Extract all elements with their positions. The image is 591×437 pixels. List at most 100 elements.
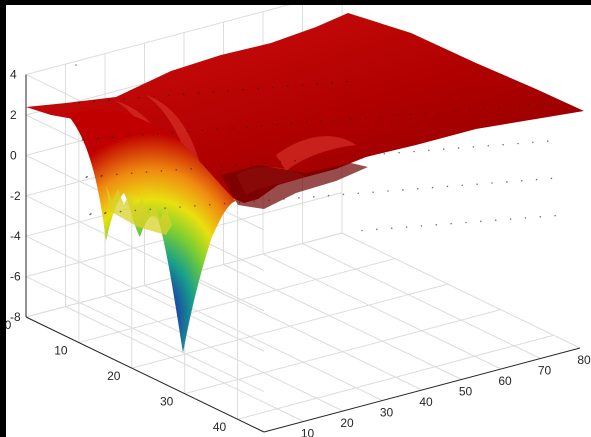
surface-sample-point: [194, 205, 196, 207]
surface-sample-point: [398, 151, 400, 154]
grid-line: [302, 243, 541, 359]
surface-sample-point: [543, 103, 545, 105]
surface-sample-point: [160, 170, 163, 172]
surface-sample-point: [216, 128, 218, 130]
surface-sample-point: [428, 149, 430, 152]
surface-sample-point: [498, 106, 501, 109]
surface-sample-point: [491, 182, 493, 184]
surface-sample-point: [435, 223, 438, 226]
surface-sample-point: [89, 213, 91, 216]
y-tick-label: 0: [6, 318, 12, 332]
surface-sample-point: [164, 207, 166, 209]
surface-sample-point: [357, 192, 360, 195]
surface-sample-point: [461, 184, 464, 187]
y-tick-label: 10: [54, 344, 68, 358]
surface-sample-point: [394, 114, 397, 117]
z-tick-label: -4: [10, 229, 21, 243]
surface-sample-point: [171, 131, 174, 134]
surface-sample-point: [227, 89, 230, 92]
surface-sample-point: [465, 221, 467, 224]
x-tick-label: 70: [538, 364, 552, 378]
surface-sample-point: [372, 191, 374, 193]
surface-sample-point: [279, 160, 282, 163]
surface-sample-point: [506, 181, 508, 183]
surface-sample-point: [468, 108, 471, 111]
surface-sample-point: [130, 172, 133, 175]
axes: [25, 74, 581, 433]
surface-sample-point: [535, 178, 538, 181]
surface-depression: [66, 109, 236, 353]
surface-sample-point: [145, 171, 148, 173]
surface-sample-point: [502, 143, 504, 146]
surface-sample-point: [182, 93, 185, 96]
surface-ridge: [276, 136, 356, 171]
grid-line: [223, 264, 462, 380]
grid-line: [25, 235, 265, 352]
surface-sample-point: [342, 193, 345, 196]
surface-sample-point: [223, 202, 226, 205]
grid-line: [78, 258, 396, 344]
surface-sample-point: [156, 132, 159, 135]
surface-sample-point: [457, 147, 460, 149]
surface-sample-point: [509, 218, 512, 220]
surface-sample-point: [275, 123, 278, 126]
surface-sample-point: [138, 96, 140, 99]
y-axis-line: [25, 316, 265, 433]
surface-sample-point: [305, 121, 308, 124]
surface-sample-point: [383, 152, 386, 155]
surface-sample-point: [119, 210, 122, 213]
surface-sample-point: [539, 215, 542, 218]
x-tick-label: 30: [380, 406, 394, 420]
surface-sample-point: [368, 154, 371, 156]
surface-sample-point: [153, 95, 155, 98]
surface-sample-point: [439, 111, 441, 113]
surface-sample-point: [272, 86, 274, 89]
surface-sample-point: [405, 226, 408, 228]
surface-sample-point: [81, 139, 84, 141]
surface-sample-point: [116, 173, 118, 176]
z-tick-label: 4: [10, 68, 17, 82]
grid-line: [237, 334, 554, 420]
grid-line: [25, 5, 290, 76]
surface-sample-point: [294, 159, 296, 162]
surface-sample-point: [96, 138, 99, 140]
surface-sample-point: [312, 195, 315, 198]
grid-line: [341, 232, 581, 349]
surface-sample-point: [246, 126, 248, 128]
surface-sample-point: [346, 80, 348, 83]
surface-sample-point: [309, 158, 311, 161]
x-tick-label: 60: [498, 374, 512, 388]
surface-sample-point: [257, 87, 259, 90]
surface-sample-point: [301, 84, 304, 86]
surface-sample-point: [450, 222, 452, 225]
surface-sample-point: [127, 135, 129, 137]
surface-sample-point: [149, 208, 152, 211]
surface-sample-point: [78, 102, 80, 104]
grid-line: [65, 306, 304, 422]
surface-sample-point: [283, 198, 285, 200]
surface-sample-point: [483, 107, 486, 110]
surface-sample-point: [424, 112, 426, 114]
surface-sample-point: [260, 124, 263, 127]
surface-sample-point: [123, 97, 126, 100]
surface-sample-point: [387, 190, 389, 192]
grid-line: [262, 253, 502, 370]
surface-sample-point: [350, 118, 352, 120]
surface-sample-point: [92, 100, 95, 103]
surface-sample-point: [238, 201, 241, 204]
surface-sample-point: [290, 122, 293, 125]
surface-sample-point: [524, 217, 527, 219]
y-tick-label: 30: [160, 395, 174, 409]
grid-line: [184, 309, 501, 395]
surface-sample-point: [186, 130, 189, 133]
surface-sample-point: [320, 120, 322, 122]
y-tick-label: 20: [107, 369, 121, 383]
surface-sample-point: [179, 206, 181, 208]
grid-line: [25, 276, 265, 393]
surface-sample-point: [476, 183, 478, 185]
surface-sample-point: [190, 167, 192, 170]
surface-sample-point: [409, 113, 412, 116]
surface-sample-point: [286, 85, 289, 88]
surface-sample-point: [220, 165, 222, 168]
